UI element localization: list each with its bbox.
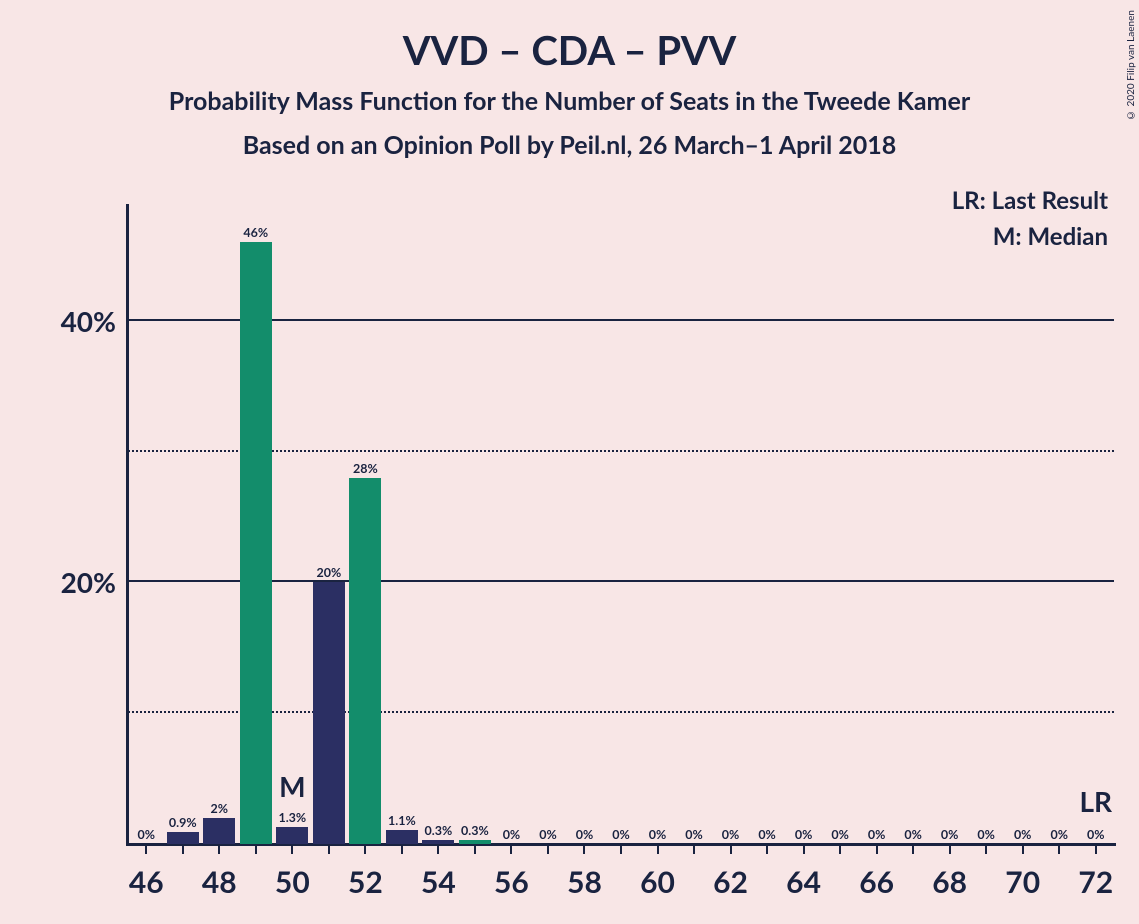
x-tick — [620, 844, 622, 854]
bar-value-label: 0% — [758, 827, 776, 844]
x-tick-label: 46 — [129, 844, 164, 900]
x-tick-label: 54 — [421, 844, 456, 900]
x-tick-label: 66 — [859, 844, 894, 900]
x-tick — [985, 844, 987, 854]
bar: 0.3% — [422, 840, 454, 844]
bar-value-label: 46% — [243, 225, 268, 242]
bar-value-label: 0% — [649, 827, 667, 844]
bar: 0.3% — [459, 840, 491, 844]
x-tick — [1058, 844, 1060, 854]
bar: 1.1% — [386, 830, 418, 844]
bar-value-label: 0% — [1014, 827, 1032, 844]
bar-value-label: 0% — [831, 827, 849, 844]
last-result-marker: LR — [1079, 784, 1112, 818]
x-tick-label: 48 — [202, 844, 237, 900]
chart-plot-area: 20%40%46485052545658606264666870720%0.9%… — [128, 216, 1114, 844]
x-tick-label: 60 — [640, 844, 675, 900]
x-tick — [474, 844, 476, 854]
bar-value-label: 0% — [1087, 827, 1105, 844]
x-tick-label: 62 — [713, 844, 748, 900]
legend-m: M: Median — [993, 222, 1108, 251]
x-tick — [766, 844, 768, 854]
x-tick-label: 64 — [786, 844, 821, 900]
x-tick-label: 70 — [1005, 844, 1040, 900]
bar: 2% — [203, 818, 235, 844]
copyright-text: © 2020 Filip van Laenen — [1125, 10, 1137, 121]
bar-value-label: 1.3% — [278, 810, 306, 827]
bar-value-label: 0% — [904, 827, 922, 844]
y-tick-label: 40% — [61, 304, 128, 338]
bar-value-label: 0% — [868, 827, 886, 844]
x-tick — [839, 844, 841, 854]
x-tick-label: 68 — [932, 844, 967, 900]
x-tick — [328, 844, 330, 854]
y-tick-label: 20% — [61, 565, 128, 599]
bar-value-label: 20% — [316, 565, 341, 582]
bar-value-label: 0% — [138, 827, 156, 844]
bar-value-label: 0% — [977, 827, 995, 844]
bar-value-label: 0% — [539, 827, 557, 844]
bar-value-label: 0% — [941, 827, 959, 844]
bar-value-label: 0% — [576, 827, 594, 844]
gridline-major — [128, 580, 1114, 582]
bar: 28% — [349, 478, 381, 844]
x-tick-label: 56 — [494, 844, 529, 900]
median-marker: M — [279, 769, 305, 803]
bar-value-label: 1.1% — [388, 813, 416, 830]
x-tick-label: 52 — [348, 844, 383, 900]
x-tick-label: 58 — [567, 844, 602, 900]
x-tick — [547, 844, 549, 854]
bar-value-label: 0.3% — [461, 823, 489, 840]
gridline-minor — [128, 711, 1114, 713]
bar-value-label: 0% — [795, 827, 813, 844]
title-subtitle-1: Probability Mass Function for the Number… — [0, 86, 1139, 116]
x-tick-label: 50 — [275, 844, 310, 900]
bar-value-label: 2% — [211, 801, 229, 818]
bar-value-label: 0.9% — [169, 815, 197, 832]
bar-value-label: 0.3% — [425, 823, 453, 840]
bar-value-label: 0% — [1050, 827, 1068, 844]
x-tick — [912, 844, 914, 854]
gridline-major — [128, 319, 1114, 321]
x-tick — [401, 844, 403, 854]
x-tick — [182, 844, 184, 854]
bar-value-label: 28% — [353, 461, 378, 478]
bar: 1.3% — [276, 827, 308, 844]
bar-value-label: 0% — [722, 827, 740, 844]
bar-value-label: 0% — [612, 827, 630, 844]
bar-value-label: 0% — [503, 827, 521, 844]
title-main: VVD – CDA – PVV — [0, 26, 1139, 74]
legend-lr: LR: Last Result — [952, 186, 1108, 215]
x-tick — [255, 844, 257, 854]
y-axis — [126, 204, 129, 846]
x-tick — [693, 844, 695, 854]
bar: 0.9% — [167, 832, 199, 844]
bar: 20% — [313, 582, 345, 844]
bar-value-label: 0% — [685, 827, 703, 844]
title-subtitle-2: Based on an Opinion Poll by Peil.nl, 26 … — [0, 130, 1139, 160]
x-tick-label: 72 — [1078, 844, 1113, 900]
bar: 46% — [240, 242, 272, 844]
gridline-minor — [128, 450, 1114, 452]
